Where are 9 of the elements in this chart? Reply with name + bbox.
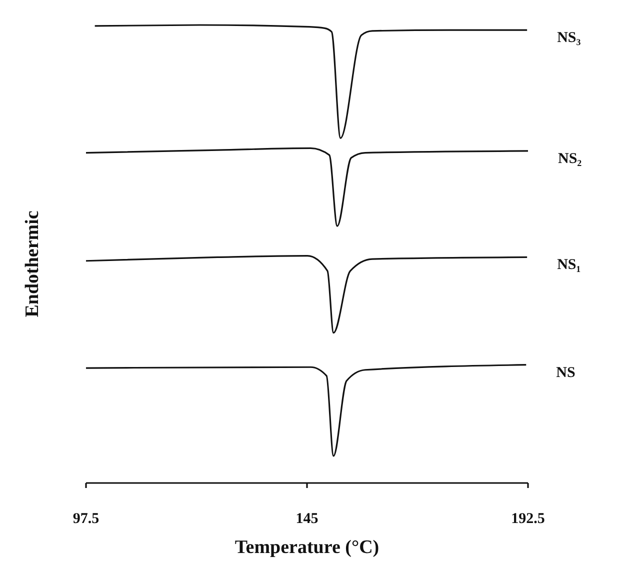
x-tick-label: 145	[296, 511, 318, 527]
series-label: NS₂	[558, 150, 582, 167]
x-tick-label: 192.5	[511, 511, 545, 527]
series-label: NS₃	[557, 30, 582, 46]
y-axis-title: Endothermic	[22, 210, 43, 318]
x-axis-title: Temperature (°C)	[234, 537, 380, 558]
series-label: NS	[556, 364, 576, 381]
x-tick-label: 97.5	[72, 511, 100, 527]
series-label: NS₁	[557, 257, 581, 274]
